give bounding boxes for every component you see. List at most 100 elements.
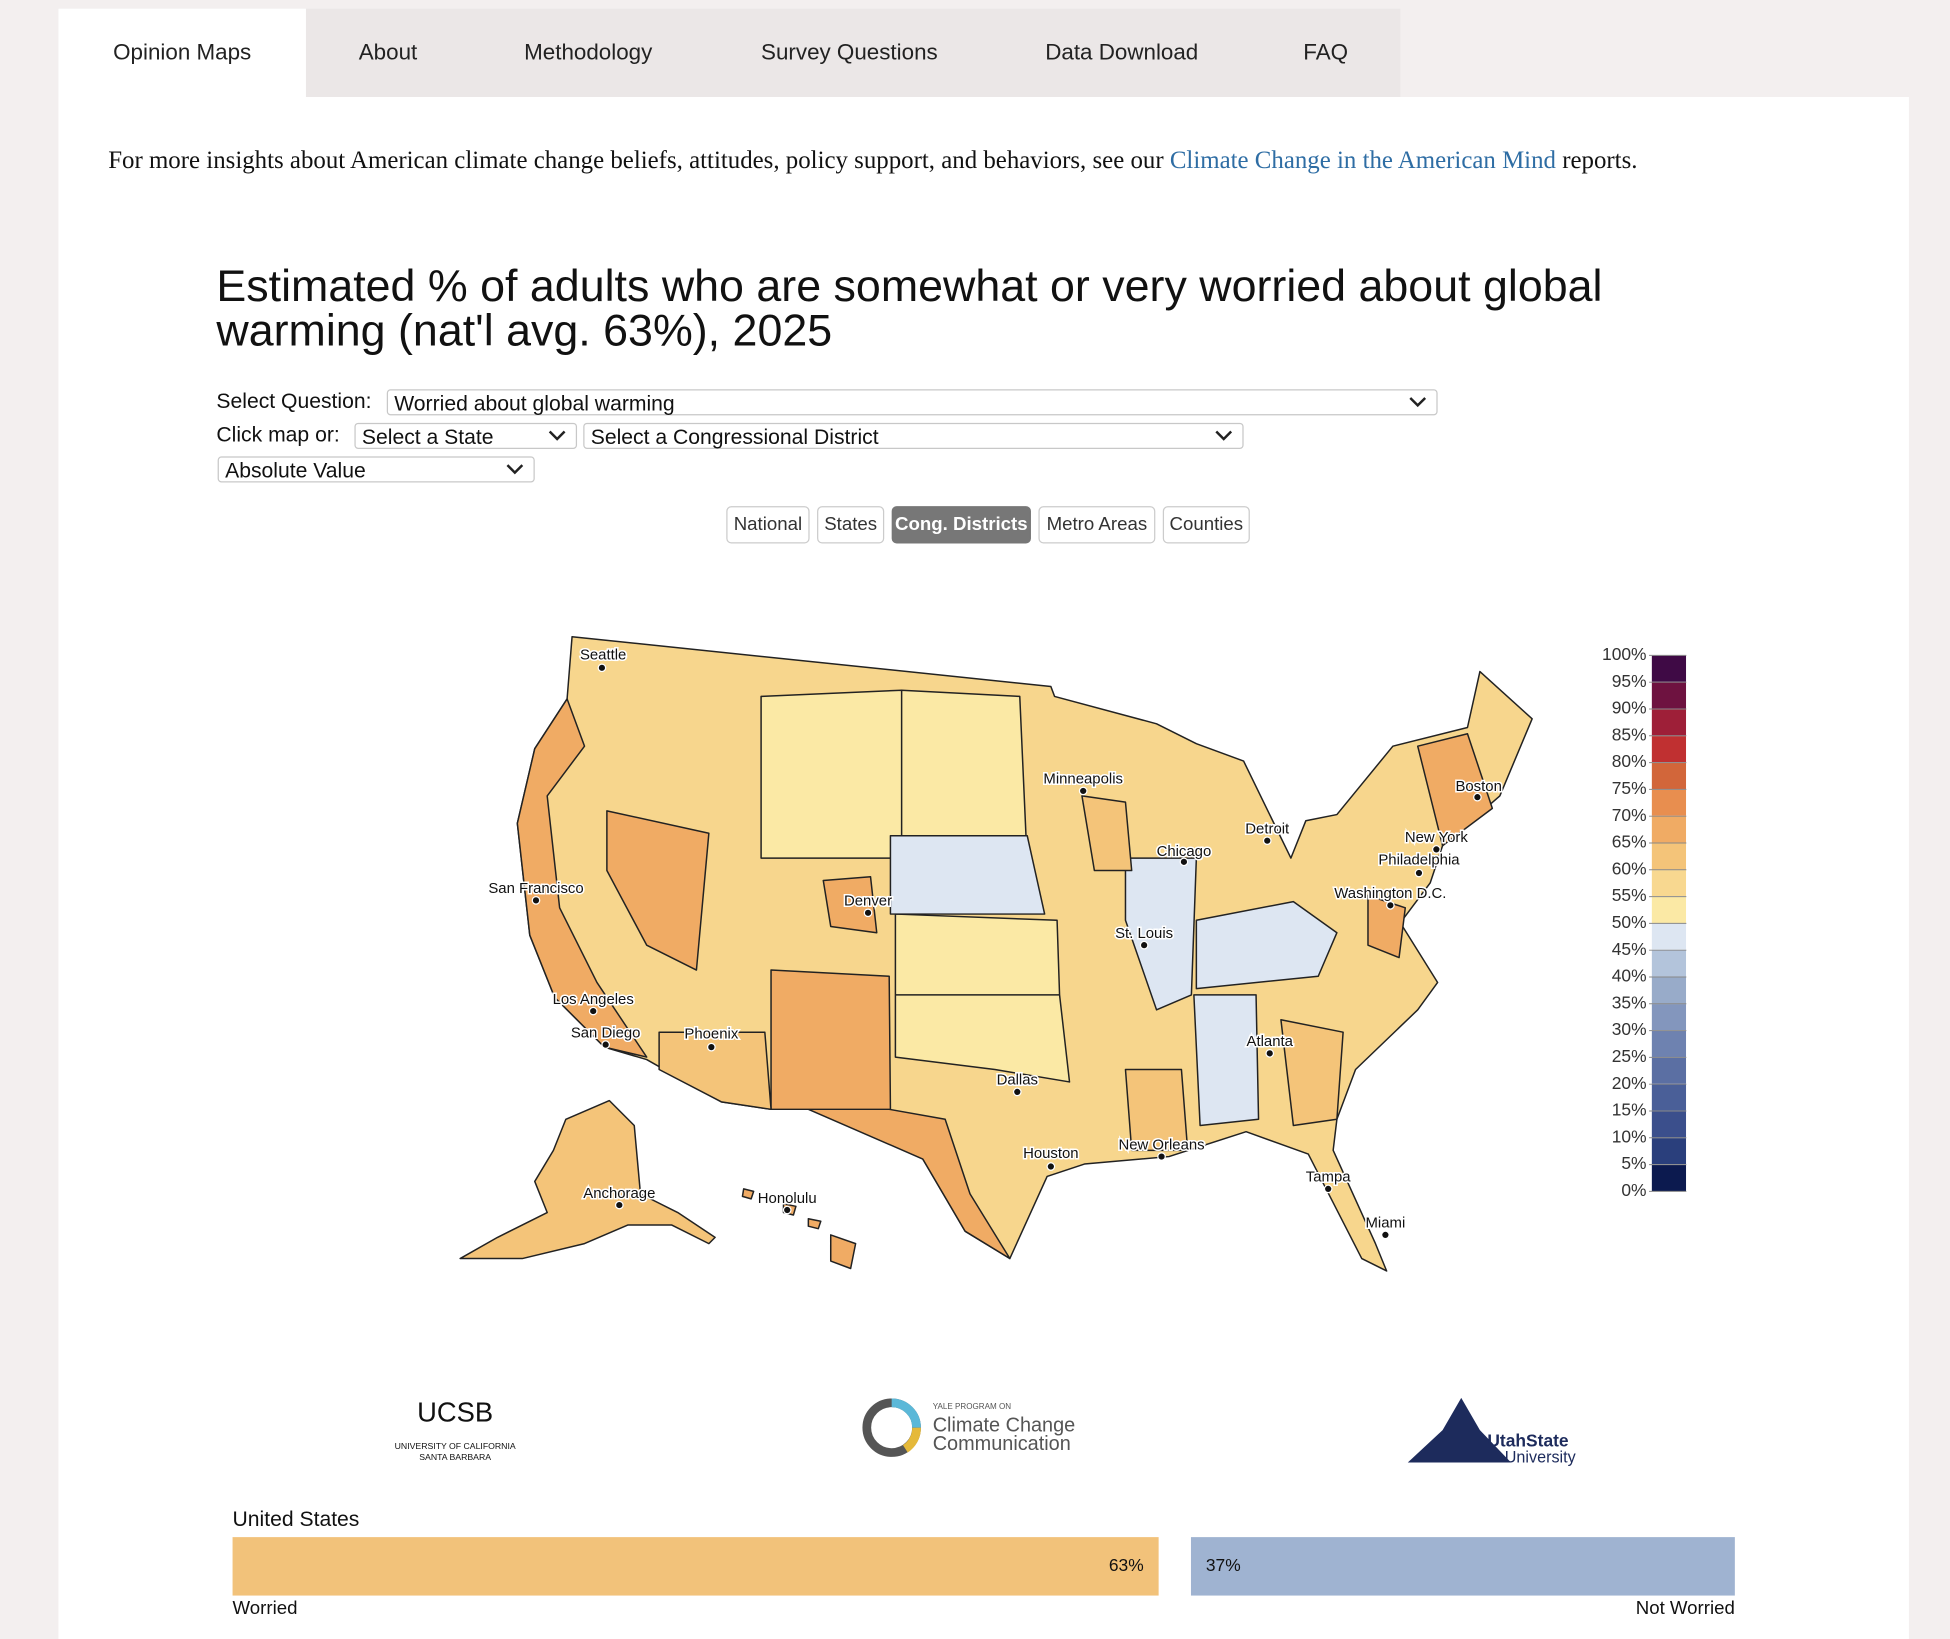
yale-ring-accent (902, 1427, 921, 1453)
yale-line1: Climate Change (933, 1414, 1076, 1436)
nav-tab[interactable]: Survey Questions (761, 39, 938, 65)
legend-label: 60% (1612, 858, 1647, 878)
chevron (1409, 397, 1427, 408)
legend-label: 15% (1612, 1100, 1647, 1120)
summary-value-label: 63% (1109, 1555, 1144, 1575)
district-select[interactable]: Select a Congressional District (583, 422, 1244, 449)
legend-label: 40% (1612, 966, 1647, 986)
city-label: San Francisco (488, 880, 583, 897)
summary-segment (1190, 1537, 1735, 1596)
city-label: Atlanta (1247, 1033, 1294, 1050)
city-label: St. Louis (1115, 925, 1173, 942)
city-label: Los Angeles (553, 991, 634, 1008)
nav-tab[interactable]: Data Download (1045, 39, 1199, 65)
city-label: Dallas (997, 1072, 1038, 1089)
yale-ring-accent (891, 1398, 921, 1428)
logo-ucsb: UCSB UNIVERSITY OF CALIFORNIA SANTA BARB… (395, 1396, 516, 1462)
city-dot (588, 1006, 598, 1016)
intro-after: reports. (1562, 146, 1638, 175)
legend-label: 55% (1612, 885, 1647, 905)
summary-region: United States (233, 1508, 360, 1531)
click-label: Click map or: (216, 422, 340, 447)
mode-value: Absolute Value (225, 458, 366, 483)
city-dot (1432, 845, 1441, 854)
geo-button[interactable]: Counties (1162, 506, 1250, 544)
city-label: Houston (1023, 1145, 1079, 1162)
city-label: Phoenix (684, 1026, 738, 1043)
intro-before: For more insights about American climate… (108, 146, 1164, 175)
city-dot (782, 1205, 792, 1215)
legend-swatch (1651, 1030, 1687, 1058)
city-dot (1012, 1087, 1022, 1097)
alaska (459, 1099, 716, 1260)
state-select[interactable]: Select a State (354, 422, 578, 449)
city-label: Seattle (580, 646, 626, 663)
ucsb-line2: SANTA BARBARA (419, 1452, 491, 1462)
summary-segment-name: Not Worried (1636, 1597, 1735, 1618)
legend-swatch (1651, 1003, 1687, 1031)
intro-link[interactable]: Climate Change in the American Mind (1169, 146, 1556, 175)
summary-segment-name: Worried (233, 1597, 298, 1618)
legend-swatch (1651, 681, 1687, 710)
city-label: San Diego (571, 1024, 641, 1041)
city-dot (1323, 1184, 1333, 1194)
chevron (548, 430, 566, 441)
legend-swatch (1651, 1057, 1687, 1085)
legend-swatch (1651, 842, 1687, 871)
mode-select[interactable]: Absolute Value (217, 456, 535, 483)
geo-button[interactable]: National (726, 506, 810, 544)
city-dot (863, 908, 873, 918)
city-dot (1473, 792, 1482, 802)
nav-tab[interactable]: FAQ (1303, 39, 1349, 65)
legend-label: 65% (1612, 832, 1647, 852)
legend-label: 70% (1612, 805, 1647, 825)
city-dot (1078, 786, 1088, 796)
city-label: Boston (1455, 778, 1501, 795)
chevron (506, 464, 524, 475)
legend-swatch (1651, 762, 1687, 790)
city-label: New York (1405, 829, 1469, 846)
chevron (1215, 430, 1233, 441)
legend-swatch (1651, 1137, 1687, 1165)
legend-swatch (1651, 789, 1687, 817)
ucsb-name: UCSB (417, 1396, 493, 1427)
nav-tab[interactable]: About (358, 39, 418, 65)
legend-label: 0% (1621, 1180, 1646, 1200)
usu-line1: UtahState (1487, 1430, 1569, 1450)
city-label: Minneapolis (1043, 771, 1123, 788)
legend-label: 30% (1612, 1019, 1647, 1039)
geo-button[interactable]: States (817, 506, 885, 544)
question-select[interactable]: Worried about global warming (386, 389, 1438, 416)
city-label: New Orleans (1118, 1136, 1204, 1153)
state-value: Select a State (361, 425, 494, 449)
city-label: Miami (1366, 1215, 1406, 1232)
legend-swatch (1651, 1110, 1687, 1139)
legend-swatch (1651, 1083, 1687, 1112)
city-label: Denver (844, 893, 892, 910)
usu-line2: University (1505, 1448, 1577, 1466)
summary-bar: United States 63% Worried 37% Not Worried (232, 1508, 1735, 1618)
geo-button[interactable]: Cong. Districts (891, 506, 1031, 544)
city-dot (601, 1040, 610, 1049)
hawaii (741, 1188, 857, 1270)
city-dot (1179, 857, 1189, 867)
city-label: Washington D.C. (1334, 885, 1446, 902)
yale-small: YALE PROGRAM ON (933, 1402, 1012, 1411)
city-dot (1414, 868, 1424, 878)
legend-label: 80% (1612, 751, 1647, 771)
nav-tab[interactable]: Opinion Maps (58, 8, 306, 98)
district-value: Select a Congressional District (590, 425, 879, 449)
us-map (459, 635, 1533, 1272)
legend-label: 45% (1612, 939, 1647, 959)
summary-value-label: 37% (1206, 1555, 1241, 1575)
geo-button[interactable]: Metro Areas (1038, 506, 1156, 544)
city-label: Honolulu (758, 1190, 817, 1207)
region-fill (516, 698, 1494, 1260)
question-value: Worried about global warming (394, 391, 675, 416)
nav-tab[interactable]: Methodology (524, 39, 653, 65)
yale-line2: Communication (933, 1433, 1071, 1455)
